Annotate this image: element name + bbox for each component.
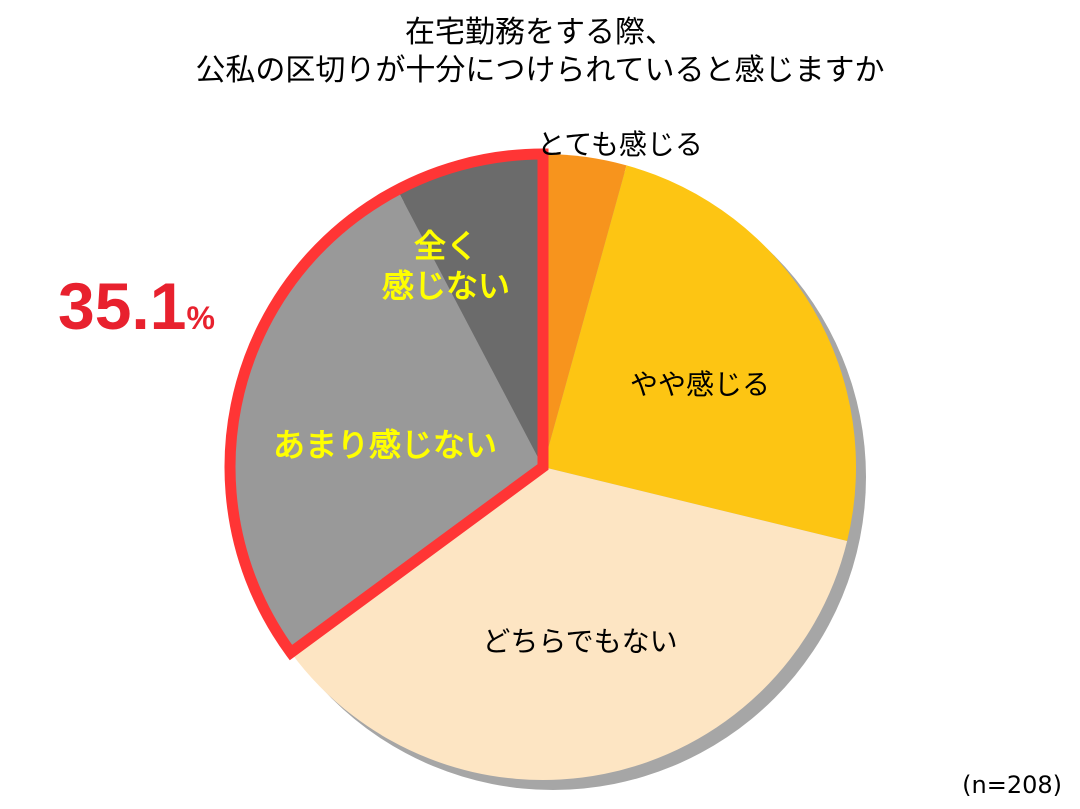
- pie-slice: [543, 154, 627, 467]
- slice-label: 全く 感じない: [381, 227, 511, 305]
- highlight-unit: %: [186, 300, 215, 336]
- slice-label: とても感じる: [537, 128, 703, 161]
- pie-slice: [397, 154, 543, 467]
- slice-label: あまり感じない: [272, 426, 498, 464]
- slice-label: どちらでもない: [482, 625, 678, 658]
- highlight-annotation: 35.1%: [58, 268, 215, 344]
- chart-title: 在宅勤務をする際、 公私の区切りが十分につけられていると感じますか: [195, 15, 885, 88]
- pie-slice: [543, 165, 856, 542]
- pie-slice: [230, 189, 543, 653]
- slice-label: やや感じる: [629, 368, 771, 401]
- pie-slice: [290, 467, 848, 780]
- highlight-value: 35.1: [58, 269, 187, 343]
- sample-note: (n=208): [962, 771, 1062, 799]
- highlight-outline: [224, 148, 549, 661]
